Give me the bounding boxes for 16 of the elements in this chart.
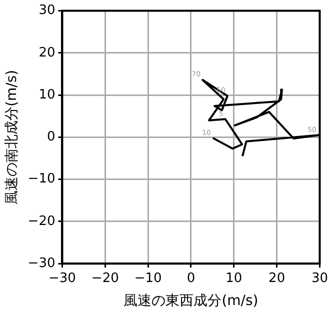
y-tick-label: 10	[38, 87, 56, 102]
y-tick-label: −20	[28, 214, 56, 229]
y-tick-label: −30	[28, 256, 56, 271]
x-tick-label: −30	[48, 270, 76, 286]
y-tick-label: 0	[46, 130, 56, 145]
x-tick-label: −20	[91, 270, 119, 286]
x-tick-label: 10	[226, 270, 242, 286]
x-tick-label: 0	[186, 270, 196, 286]
y-axis-title: 風速の南北成分(m/s)	[4, 70, 20, 204]
y-tick-label: −10	[28, 172, 56, 187]
x-tick-label: 20	[268, 270, 286, 286]
x-axis-title: 風速の東西成分(m/s)	[124, 293, 258, 310]
x-tick-label: 30	[311, 270, 328, 286]
y-tick-label: 20	[38, 45, 56, 60]
y-tick-label: 30	[38, 3, 56, 18]
x-tick-label: −10	[134, 270, 162, 286]
